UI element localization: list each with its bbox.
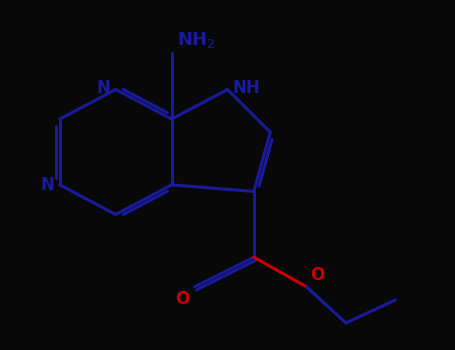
- Text: N: N: [96, 79, 111, 97]
- Text: NH$_2$: NH$_2$: [177, 30, 215, 50]
- Text: NH: NH: [233, 79, 261, 97]
- Text: O: O: [175, 290, 189, 308]
- Text: N: N: [40, 176, 55, 194]
- Text: O: O: [310, 266, 324, 284]
